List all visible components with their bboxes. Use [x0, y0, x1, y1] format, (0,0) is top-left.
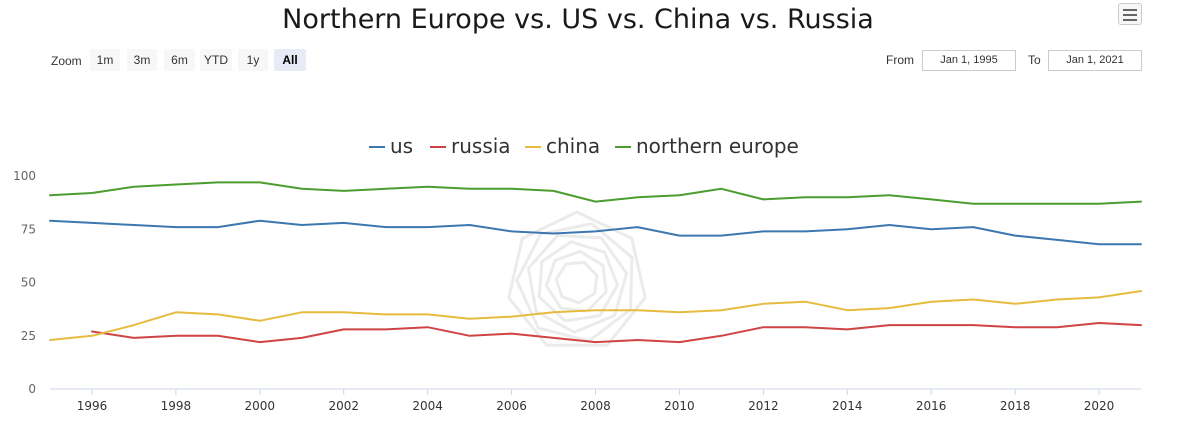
x-tick-label: 2004	[412, 399, 443, 413]
to-date-input[interactable]: Jan 1, 2021	[1048, 50, 1142, 71]
y-tick-label: 25	[21, 329, 36, 343]
x-tick-label: 1996	[77, 399, 108, 413]
legend-line-china	[525, 146, 541, 148]
x-tick-label: 2006	[496, 399, 527, 413]
series-line-northern-europe	[49, 181, 1142, 205]
x-tick-label: 2012	[748, 399, 779, 413]
zoom-1y-button[interactable]: 1y	[238, 49, 268, 71]
zoom-3m-button[interactable]: 3m	[127, 49, 157, 71]
legend-label-northern-europe: northern europe	[636, 134, 799, 158]
series-line-us	[49, 219, 1142, 246]
hamburger-menu-icon[interactable]	[1118, 3, 1142, 25]
watermark-ring	[526, 233, 629, 334]
legend-line-northern-europe	[615, 146, 631, 148]
y-tick-label: 50	[21, 276, 36, 290]
watermark-logo	[507, 210, 647, 347]
zoom-all-button[interactable]: All	[274, 49, 306, 71]
zoom-ytd-button[interactable]: YTD	[200, 49, 232, 71]
chart-legend: us russia china northern europe	[0, 134, 1156, 160]
legend-label-russia: russia	[451, 134, 511, 158]
zoom-1m-button[interactable]: 1m	[90, 49, 120, 71]
from-label: From	[886, 53, 914, 67]
x-tick-label: 2008	[580, 399, 611, 413]
x-tick-label: 2014	[832, 399, 863, 413]
y-tick-label: 0	[28, 382, 36, 396]
legend-line-us	[369, 146, 385, 148]
x-tick-label: 2010	[664, 399, 695, 413]
y-tick-label: 100	[13, 169, 36, 183]
series-line-russia	[91, 322, 1142, 344]
x-tick-label: 2020	[1084, 399, 1115, 413]
watermark-ring	[537, 240, 620, 323]
watermark-ring	[507, 210, 647, 347]
x-tick-label: 2000	[245, 399, 276, 413]
watermark-ring	[544, 249, 608, 313]
x-tick-label: 2002	[328, 399, 359, 413]
x-tick-label: 2018	[1000, 399, 1031, 413]
legend-label-china: china	[546, 134, 601, 158]
chart-title: Northern Europe vs. US vs. China vs. Rus…	[282, 4, 874, 35]
x-tick-label: 2016	[916, 399, 947, 413]
legend-line-russia	[430, 146, 446, 148]
watermark-ring	[515, 222, 634, 343]
from-date-input[interactable]: Jan 1, 1995	[922, 50, 1016, 71]
y-tick-label: 75	[21, 222, 36, 236]
series-line-china	[49, 290, 1142, 341]
zoom-label: Zoom	[51, 54, 82, 68]
watermark-ring	[554, 260, 599, 305]
legend-label-us: us	[390, 134, 414, 158]
zoom-6m-button[interactable]: 6m	[164, 49, 195, 71]
x-tick-label: 1998	[161, 399, 192, 413]
to-label: To	[1028, 53, 1041, 67]
